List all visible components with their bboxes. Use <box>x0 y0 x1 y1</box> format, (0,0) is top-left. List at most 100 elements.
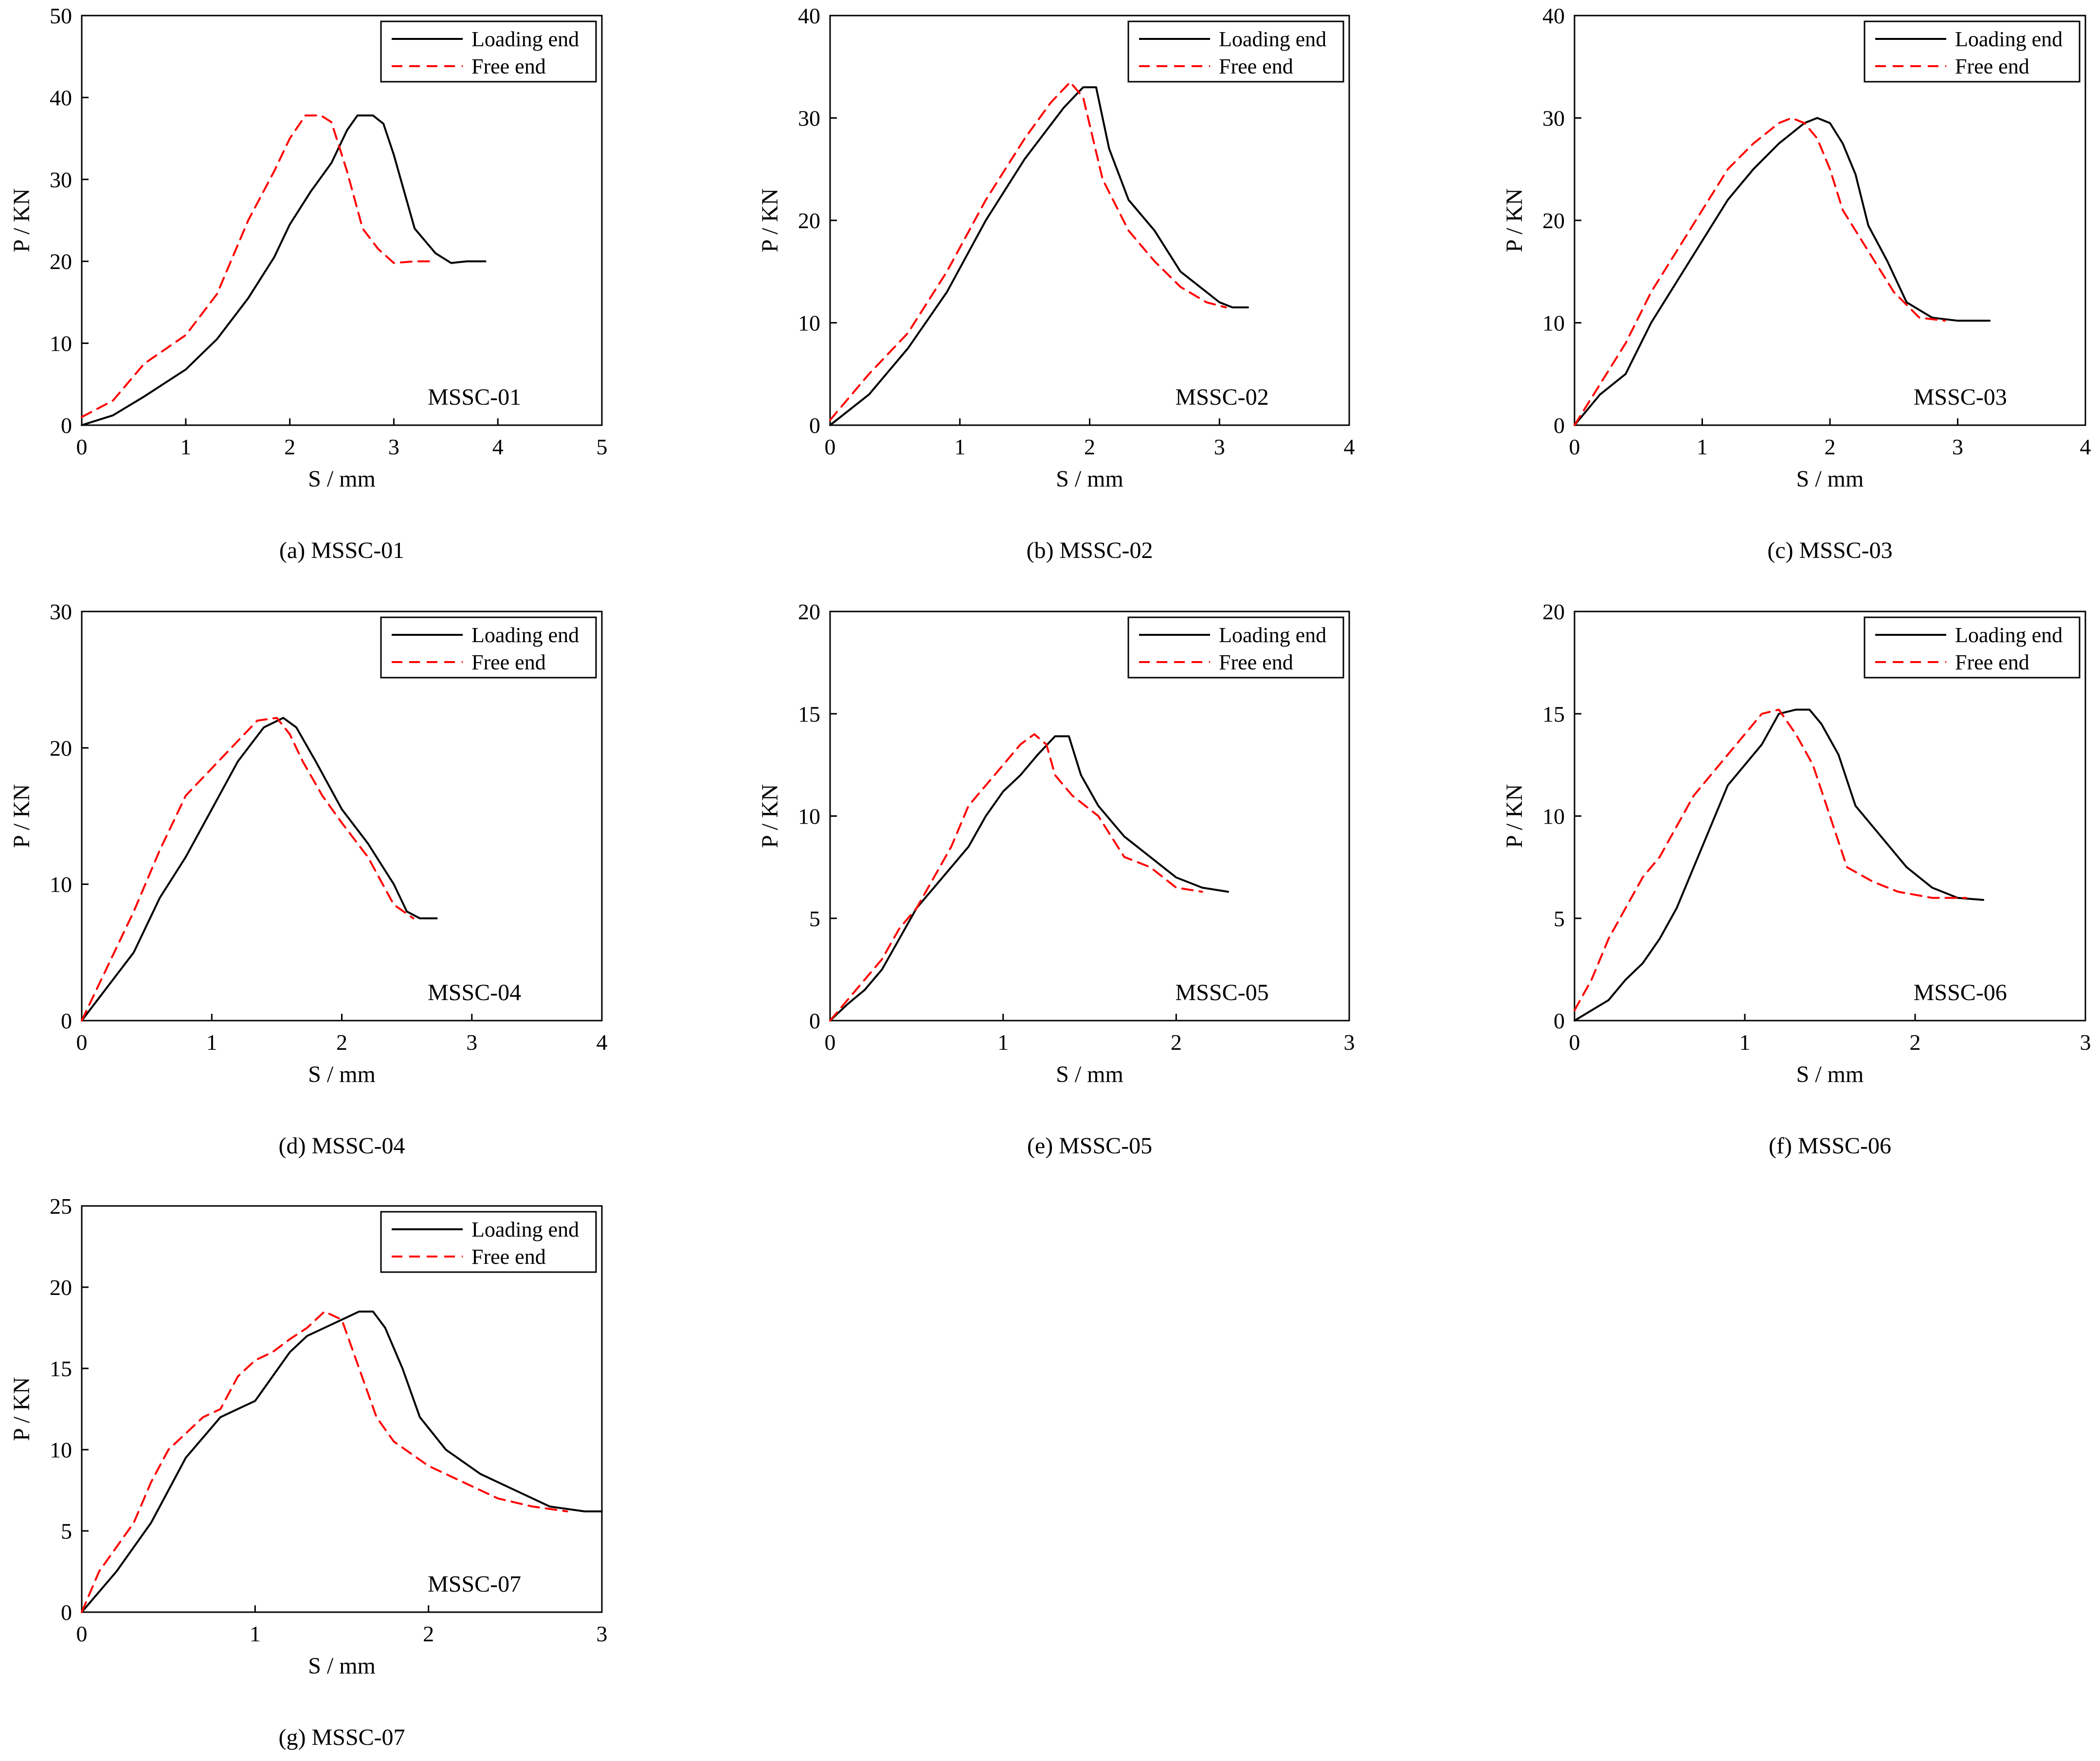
x-tick-label: 1 <box>206 1030 217 1055</box>
x-tick-label: 1 <box>180 434 191 459</box>
y-tick-label: 20 <box>798 599 820 624</box>
specimen-label: MSSC-05 <box>1176 980 1269 1006</box>
y-tick-label: 10 <box>1542 311 1565 336</box>
x-tick-label: 0 <box>1569 1030 1580 1055</box>
legend: Loading end Free end <box>1864 616 2081 679</box>
y-tick-label: 15 <box>1542 701 1565 726</box>
y-tick-label: 30 <box>1542 106 1565 131</box>
x-tick-label: 3 <box>1214 434 1225 459</box>
y-axis-label: P / KN <box>757 188 783 252</box>
legend-free-label: Free end <box>471 1245 546 1269</box>
series-free-end-line <box>1574 117 1946 426</box>
series-loading-end-line <box>81 717 438 1022</box>
x-tick-label: 0 <box>76 1030 88 1055</box>
series-loading-end-line <box>1574 708 1984 1022</box>
x-tick-label: 2 <box>1171 1030 1182 1055</box>
y-tick-label: 30 <box>50 599 72 624</box>
x-axis-label: S / mm <box>308 1061 376 1087</box>
x-tick-label: 2 <box>423 1621 434 1646</box>
y-axis-label: P / KN <box>9 1377 35 1441</box>
x-axis-label: S / mm <box>308 1653 376 1679</box>
x-tick-label: 2 <box>1910 1030 1921 1055</box>
y-tick-label: 20 <box>1542 599 1565 624</box>
legend-free-label: Free end <box>1955 650 2029 674</box>
y-tick-label: 15 <box>50 1356 72 1381</box>
x-axis-label: S / mm <box>308 466 376 492</box>
series-free-end-line <box>81 114 436 418</box>
x-tick-label: 2 <box>336 1030 347 1055</box>
y-axis-label: P / KN <box>1502 784 1527 848</box>
specimen-label: MSSC-03 <box>1914 384 2007 410</box>
series-free-end-line <box>81 1311 568 1613</box>
legend-box <box>380 616 597 679</box>
chart-mssc-06: 0 1 2 3 0 5 10 15 20 S / mm P / KN Loading end Free … <box>1502 599 2091 1159</box>
chart-caption: (a) MSSC-01 <box>279 538 404 563</box>
y-tick-label: 20 <box>50 1275 72 1300</box>
legend-box <box>380 20 597 83</box>
x-tick-label: 1 <box>954 434 965 459</box>
legend-free-label: Free end <box>1219 650 1293 674</box>
legend-box <box>1127 20 1344 83</box>
specimen-label: MSSC-01 <box>428 384 521 410</box>
y-tick-label: 0 <box>61 1008 72 1033</box>
series-loading-end-line <box>81 114 487 426</box>
y-tick-label: 20 <box>798 208 820 233</box>
x-tick-label: 0 <box>76 434 88 459</box>
x-tick-label: 4 <box>1344 434 1355 459</box>
series-free-end-line <box>829 81 1227 421</box>
x-tick-label: 1 <box>1739 1030 1751 1055</box>
y-tick-label: 10 <box>50 331 72 356</box>
x-axis-label: S / mm <box>1796 1061 1864 1087</box>
legend-free-label: Free end <box>1955 54 2029 78</box>
x-tick-label: 3 <box>1952 434 1963 459</box>
chart-caption: (d) MSSC-04 <box>278 1133 405 1159</box>
series-loading-end-line <box>81 1311 603 1613</box>
y-tick-label: 10 <box>50 872 72 897</box>
legend-free-label: Free end <box>1219 54 1293 78</box>
x-tick-label: 2 <box>1825 434 1836 459</box>
y-tick-label: 10 <box>1542 804 1565 829</box>
y-tick-label: 40 <box>50 85 72 110</box>
legend: Loading end Free end <box>380 20 597 83</box>
y-tick-label: 10 <box>798 311 820 336</box>
y-tick-label: 0 <box>61 1600 72 1625</box>
x-tick-label: 1 <box>1697 434 1708 459</box>
x-tick-label: 3 <box>597 1621 608 1646</box>
y-tick-label: 0 <box>1554 413 1565 438</box>
series-free-end-line <box>81 717 415 1022</box>
legend-loading-label: Loading end <box>1955 27 2063 51</box>
legend: Loading end Free end <box>1127 616 1344 679</box>
y-tick-label: 20 <box>1542 208 1565 233</box>
x-axis-label: S / mm <box>1056 1061 1123 1087</box>
x-tick-label: 3 <box>2080 1030 2091 1055</box>
legend-box <box>1864 20 2081 83</box>
legend-box <box>1864 616 2081 679</box>
chart-caption: (g) MSSC-07 <box>278 1725 405 1750</box>
legend-loading-label: Loading end <box>471 27 579 51</box>
y-tick-label: 5 <box>1554 906 1565 931</box>
y-tick-label: 0 <box>809 413 820 438</box>
legend-free-label: Free end <box>471 54 546 78</box>
specimen-label: MSSC-04 <box>428 980 521 1006</box>
x-tick-label: 0 <box>76 1621 88 1646</box>
legend-loading-label: Loading end <box>471 1218 579 1241</box>
y-tick-label: 10 <box>798 804 820 829</box>
specimen-label: MSSC-07 <box>428 1571 521 1597</box>
legend-box <box>1127 616 1344 679</box>
chart-caption: (b) MSSC-02 <box>1026 538 1153 563</box>
x-tick-label: 5 <box>597 434 608 459</box>
y-tick-label: 5 <box>809 906 820 931</box>
series-free-end-line <box>1574 708 1967 1011</box>
x-tick-label: 3 <box>388 434 399 459</box>
legend: Loading end Free end <box>380 1211 597 1273</box>
y-tick-label: 0 <box>1554 1008 1565 1033</box>
series-loading-end-line <box>829 86 1249 426</box>
legend: Loading end Free end <box>380 616 597 679</box>
legend-loading-label: Loading end <box>1219 623 1326 647</box>
y-tick-label: 30 <box>50 167 72 192</box>
legend: Loading end Free end <box>1864 20 2081 83</box>
x-tick-label: 1 <box>997 1030 1009 1055</box>
